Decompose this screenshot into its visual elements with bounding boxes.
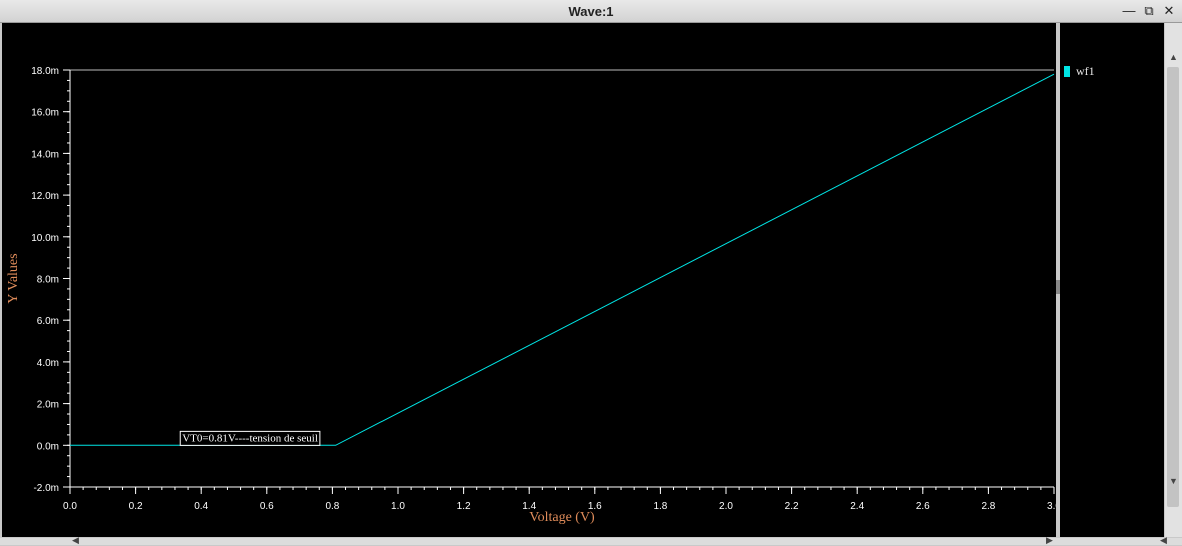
x-tick-label: 2.4 [850,501,864,512]
y-tick-label: 16.0m [31,108,59,119]
x-tick-label: 1.0 [391,501,405,512]
scroll-up-icon[interactable]: ▲ [1169,52,1178,62]
scroll-left-icon[interactable]: ◀ [72,535,79,545]
vertical-scroll-thumb[interactable] [1167,67,1179,507]
x-tick-label: 1.6 [588,501,602,512]
x-tick-label: 3.0 [1047,501,1056,512]
x-tick-label: 0.0 [63,501,77,512]
y-tick-label: 4.0m [37,358,59,369]
x-tick-label: 0.8 [325,501,339,512]
y-tick-label: 8.0m [37,275,59,286]
x-axis-label: Voltage (V) [529,510,595,525]
y-tick-label: 6.0m [37,316,59,327]
y-tick-label: 18.0m [31,66,59,77]
y-tick-label: 14.0m [31,149,59,160]
vertical-scrollbar[interactable]: ▲ ▼ [1165,23,1182,537]
x-tick-label: 0.4 [194,501,208,512]
restore-icon[interactable]: ⧉ [1144,3,1154,18]
plot-area[interactable]: -2.0m 0.0m 2.0m 4.0m 6.0m 8.0m 10.0m 12.0m 14.0m… [2,23,1056,537]
horizontal-scrollbar[interactable]: ◀ ▶ ◀ [0,535,1182,545]
y-tick-label: 2.0m [37,400,59,411]
y-tick-label: 10.0m [31,233,59,244]
x-tick-label: 1.8 [653,501,667,512]
y-axis-label: Y Values [6,253,21,303]
close-icon[interactable]: ✕ [1163,3,1175,18]
x-tick-label: 1.2 [457,501,471,512]
series-line-wf1 [70,73,1055,446]
waveform-chart: -2.0m 0.0m 2.0m 4.0m 6.0m 8.0m 10.0m 12.0m 14.0m… [6,66,1056,525]
legend-label-wf1[interactable]: wf1 [1076,64,1095,78]
annotation-label: VT0=0.81V----tension de seuil [182,432,318,444]
x-tick-label: 2.0 [719,501,733,512]
x-tick-label: 0.6 [260,501,274,512]
window-title: Wave:1 [568,4,614,19]
splitter-grip[interactable] [1056,280,1060,294]
x-tick-label: 0.2 [129,501,143,512]
window-titlebar: Wave:1 — ⧉ ✕ [0,0,1182,23]
minimize-icon[interactable]: — [1122,3,1136,18]
scroll-left-icon-2[interactable]: ◀ [1160,535,1167,545]
scroll-down-icon[interactable]: ▼ [1169,476,1178,486]
legend-swatch-wf1[interactable] [1064,66,1070,77]
scroll-right-icon[interactable]: ▶ [1046,535,1053,545]
y-tick-label: 12.0m [31,191,59,202]
legend-pane: wf1 [1060,23,1164,537]
y-tick-label: -2.0m [33,483,59,494]
x-tick-label: 2.2 [785,501,799,512]
x-tick-label: 2.6 [916,501,930,512]
x-tick-label: 2.8 [981,501,995,512]
y-tick-label: 0.0m [37,441,59,452]
pane-splitter[interactable] [1056,23,1060,537]
annotation-box [179,430,321,446]
x-tick-label: 1.4 [522,501,536,512]
